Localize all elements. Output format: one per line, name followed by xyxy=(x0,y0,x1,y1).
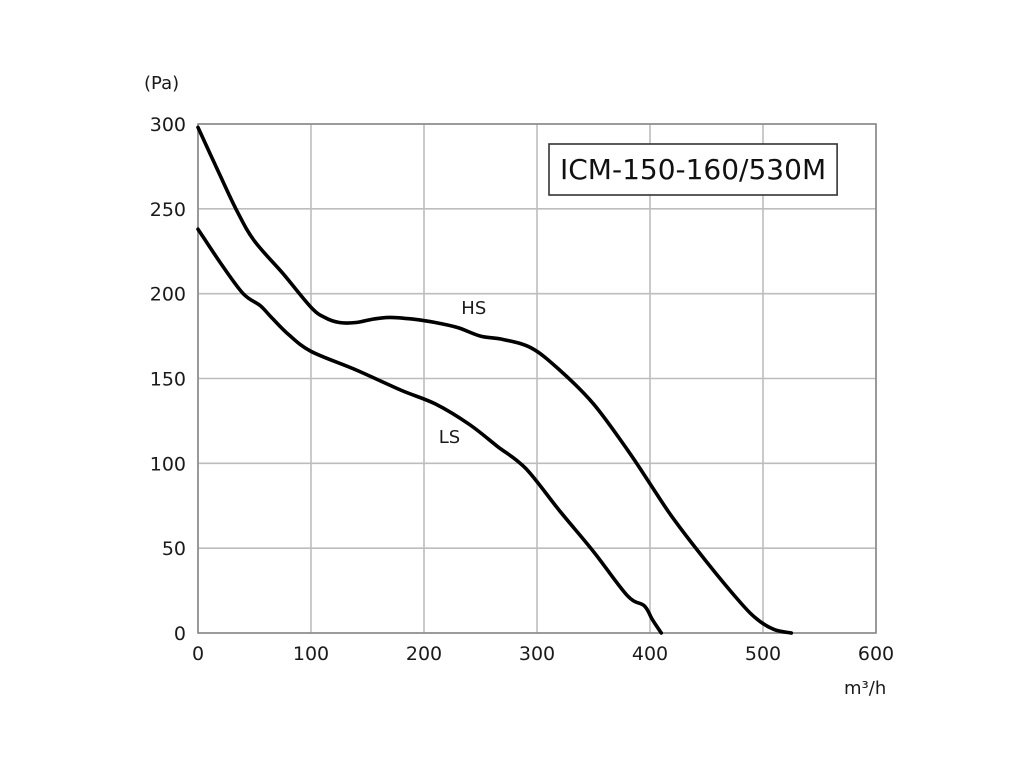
x-tick-label: 0 xyxy=(192,643,204,665)
x-tick-label: 100 xyxy=(293,643,329,665)
tick-labels: 0 100 200 300 400 500 600 0 50 100 150 200 250 300 xyxy=(150,114,894,665)
curve-labels: HS LS xyxy=(439,298,487,448)
curve-label-ls: LS xyxy=(439,427,460,448)
y-tick-label: 0 xyxy=(174,623,186,645)
y-axis-label: (Pa) xyxy=(144,73,179,94)
y-tick-label: 100 xyxy=(150,453,186,475)
x-tick-label: 600 xyxy=(858,643,894,665)
y-tick-label: 150 xyxy=(150,369,186,391)
title-box: ICM-150-160/530M xyxy=(548,143,838,196)
y-tick-label: 300 xyxy=(150,114,186,136)
x-tick-label: 300 xyxy=(519,643,555,665)
grid xyxy=(197,123,877,634)
y-tick-label: 250 xyxy=(150,199,186,221)
curve-hs xyxy=(196,125,794,635)
x-tick-label: 500 xyxy=(745,643,781,665)
curve-ls xyxy=(196,227,664,635)
plot-frame xyxy=(197,123,877,634)
chart-title: ICM-150-160/530M xyxy=(560,153,826,186)
curves xyxy=(196,125,794,635)
x-tick-label: 400 xyxy=(632,643,668,665)
x-tick-label: 200 xyxy=(406,643,442,665)
x-axis-label: m³/h xyxy=(844,678,886,699)
y-tick-label: 50 xyxy=(162,538,186,560)
curve-label-hs: HS xyxy=(461,298,486,319)
y-tick-label: 200 xyxy=(150,284,186,306)
